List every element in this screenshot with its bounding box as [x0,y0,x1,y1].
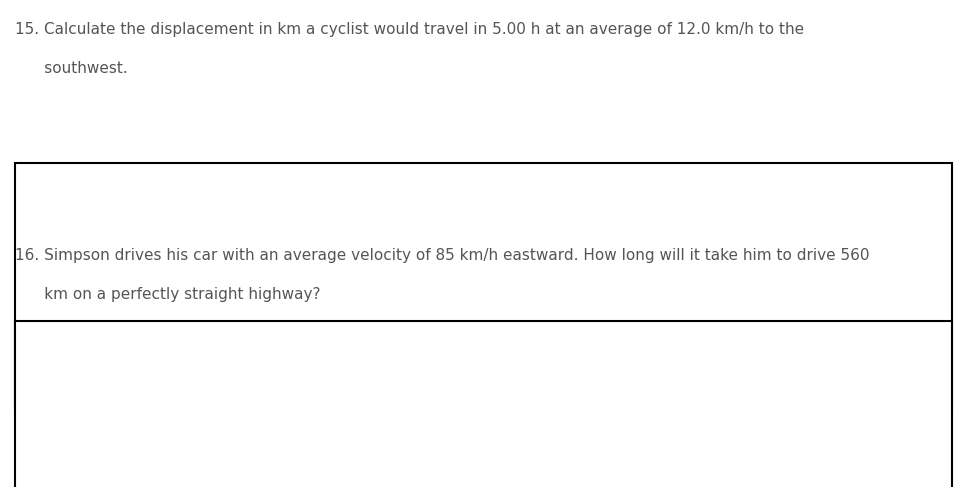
Text: km on a perfectly straight highway?: km on a perfectly straight highway? [15,287,320,302]
Bar [15,321,952,487]
Text: 16. Simpson drives his car with an average velocity of 85 km/h eastward. How lon: 16. Simpson drives his car with an avera… [15,248,869,263]
Text: southwest.: southwest. [15,61,127,76]
Bar [15,163,952,409]
Text: 15. Calculate the displacement in km a cyclist would travel in 5.00 h at an aver: 15. Calculate the displacement in km a c… [15,22,803,37]
